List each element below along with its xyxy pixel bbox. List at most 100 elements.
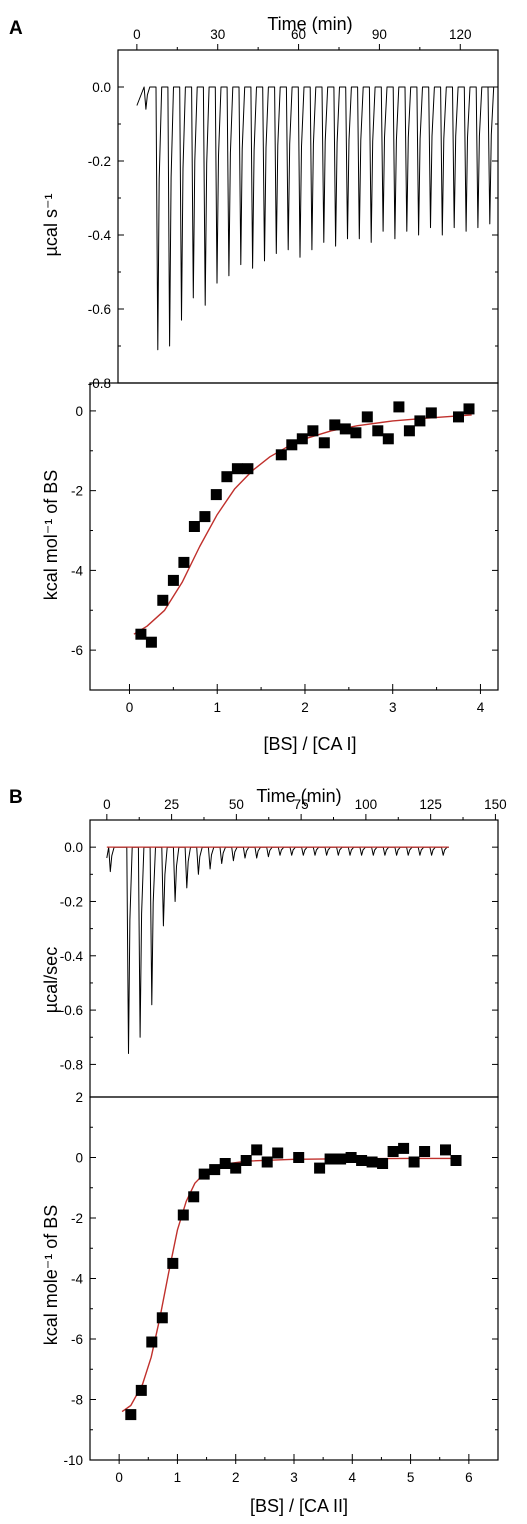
x-tick-label: 0 bbox=[103, 797, 111, 812]
x-tick-label: 0 bbox=[133, 27, 141, 42]
x-tick-label: 2 bbox=[232, 1470, 240, 1485]
panel-b-raw-ylabel: µcal/sec bbox=[41, 947, 61, 1013]
x-tick-label: 30 bbox=[210, 27, 225, 42]
y-tick-label: 0.0 bbox=[64, 840, 83, 855]
x-tick-label: 25 bbox=[164, 797, 179, 812]
y-tick-label: -0.4 bbox=[88, 228, 112, 243]
x-tick-label: 1 bbox=[213, 700, 221, 715]
x-tick-label: 1 bbox=[174, 1470, 182, 1485]
data-point bbox=[324, 1153, 336, 1165]
x-tick-label: 100 bbox=[355, 797, 378, 812]
x-tick-label: 5 bbox=[407, 1470, 415, 1485]
data-point bbox=[453, 411, 464, 423]
y-tick-label: -2 bbox=[71, 484, 83, 499]
data-point bbox=[387, 1146, 399, 1157]
data-point bbox=[356, 1155, 368, 1166]
data-point bbox=[135, 1384, 147, 1396]
y-tick-label: -6 bbox=[71, 1332, 83, 1347]
subplot-a-raw-heat: 0.0-0.2-0.4-0.6-0.80 30 60 90 120 bbox=[88, 27, 499, 391]
x-tick-label: 120 bbox=[449, 27, 472, 42]
y-tick-label: -6 bbox=[71, 643, 83, 658]
panel-a-time-axis-title: Time (min) bbox=[267, 14, 352, 34]
binding-fit-curve bbox=[121, 1157, 458, 1413]
subplot-a-integrated-heat: 0 -2 -4 -6 0 1 2 3 4 bbox=[71, 382, 499, 715]
data-point bbox=[188, 1191, 200, 1203]
data-point bbox=[221, 471, 233, 483]
data-point bbox=[293, 1152, 305, 1163]
data-point bbox=[198, 1168, 210, 1180]
panel-a-letter: A bbox=[9, 18, 23, 39]
data-point bbox=[240, 1155, 252, 1166]
y-tick-label: -8 bbox=[71, 1393, 83, 1408]
data-point bbox=[372, 425, 384, 437]
data-point bbox=[188, 521, 200, 532]
subplot-b-raw-heat: 0.0 -0.2 -0.4 -0.6 -0.8 0 25 50 75 100 125 150 bbox=[60, 797, 507, 1098]
y-tick-label: -0.4 bbox=[60, 949, 84, 964]
plot-frame bbox=[89, 382, 499, 691]
data-point bbox=[393, 401, 405, 413]
data-point bbox=[135, 628, 147, 640]
thermogram-trace bbox=[106, 846, 449, 1054]
data-point bbox=[382, 433, 394, 445]
binding-fit-curve bbox=[133, 414, 472, 635]
y-tick-label: -10 bbox=[63, 1453, 83, 1468]
y-tick-label: 0.0 bbox=[92, 80, 111, 95]
x-tick-label: 0 bbox=[115, 1470, 123, 1485]
x-tick-label: 50 bbox=[229, 797, 244, 812]
x-tick-label: 4 bbox=[349, 1470, 357, 1485]
data-point bbox=[318, 437, 330, 449]
data-point bbox=[210, 489, 222, 501]
data-point bbox=[345, 1152, 357, 1163]
x-tick-label: 150 bbox=[484, 797, 507, 812]
data-point bbox=[286, 439, 298, 451]
data-point bbox=[329, 419, 341, 431]
data-point bbox=[463, 403, 475, 415]
panel-a-ratio-axis-title: [BS] / [CA I] bbox=[263, 734, 356, 754]
x-tick-label: 2 bbox=[301, 700, 309, 715]
data-point bbox=[314, 1162, 326, 1174]
data-point bbox=[199, 511, 211, 523]
x-tick-label: 3 bbox=[290, 1470, 298, 1485]
data-point bbox=[230, 1162, 242, 1174]
x-tick-label: 0 bbox=[126, 700, 134, 715]
panel-b-integrated-ylabel: kcal mole⁻¹ of BS bbox=[41, 1205, 61, 1346]
data-point bbox=[377, 1158, 389, 1169]
y-tick-label: -4 bbox=[71, 563, 83, 578]
y-tick-label: -4 bbox=[71, 1272, 83, 1287]
data-point bbox=[242, 463, 254, 475]
panel-a-raw-ylabel: µcal s⁻¹ bbox=[41, 194, 61, 257]
data-point bbox=[350, 427, 362, 439]
y-tick-label: 0 bbox=[75, 1151, 83, 1166]
subplot-b-integrated-heat: 2 0 -2 -4 -6 -8 -10 0 1 2 3 4 5 6 bbox=[63, 1090, 499, 1485]
data-point bbox=[209, 1164, 221, 1176]
data-point bbox=[398, 1142, 410, 1154]
data-point bbox=[307, 425, 319, 437]
panel-b-time-axis-title: Time (min) bbox=[256, 786, 341, 806]
data-point bbox=[408, 1156, 420, 1168]
data-point bbox=[125, 1409, 137, 1421]
data-point bbox=[414, 415, 426, 427]
data-point bbox=[339, 423, 351, 435]
data-point bbox=[450, 1155, 462, 1166]
data-point bbox=[425, 407, 437, 419]
x-tick-label: 6 bbox=[465, 1470, 473, 1485]
data-point bbox=[146, 1336, 158, 1348]
y-tick-label: 2 bbox=[75, 1090, 83, 1105]
data-point bbox=[251, 1144, 263, 1156]
x-tick-label: 75 bbox=[294, 797, 309, 812]
data-point bbox=[361, 411, 373, 423]
y-tick-label: 0 bbox=[75, 404, 83, 419]
data-point bbox=[177, 1209, 189, 1221]
data-point bbox=[440, 1144, 451, 1156]
data-point bbox=[156, 1312, 168, 1324]
y-tick-label: -0.2 bbox=[60, 894, 83, 909]
data-point bbox=[261, 1156, 273, 1168]
data-point bbox=[366, 1156, 378, 1168]
panel-a-integrated-ylabel: kcal mol⁻¹ of BS bbox=[41, 470, 61, 601]
data-point bbox=[419, 1146, 431, 1157]
panel-b-ratio-axis-title: [BS] / [CA II] bbox=[250, 1496, 348, 1516]
data-point bbox=[219, 1158, 231, 1169]
data-point bbox=[231, 463, 243, 475]
